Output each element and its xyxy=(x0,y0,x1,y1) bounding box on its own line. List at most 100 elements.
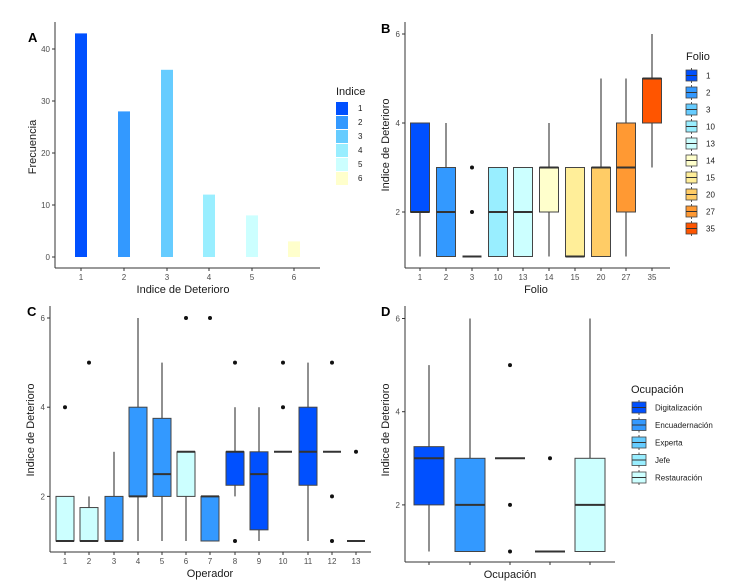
outlier-point xyxy=(233,539,237,543)
outlier-point xyxy=(208,316,212,320)
box-2 xyxy=(79,360,99,542)
legend-key xyxy=(685,221,698,236)
box-body xyxy=(152,417,172,497)
legend-label: 14 xyxy=(706,157,715,166)
box-body xyxy=(176,451,196,497)
legend-folio: Folio 1 2 3 10 13 14 15 20 27 35 xyxy=(685,51,715,236)
box-13 xyxy=(347,449,365,542)
x-tick-label: 6 xyxy=(184,557,189,566)
outlier-point xyxy=(281,405,285,410)
outlier-point xyxy=(548,456,552,461)
legend-items: Digitalización Encuadernación Experta Jefe R… xyxy=(631,400,713,485)
y-tick-label: 6 xyxy=(396,315,401,324)
x-tick-label: 27 xyxy=(622,273,631,282)
panel-tag-c: C xyxy=(27,304,37,319)
box-body xyxy=(298,406,318,486)
box-body xyxy=(565,167,585,257)
legend-key xyxy=(685,136,698,151)
outlier-point xyxy=(508,502,512,507)
outlier-point xyxy=(508,363,512,368)
outlier-point xyxy=(330,539,334,543)
box-body xyxy=(591,167,611,257)
legend-title: Folio xyxy=(686,51,710,63)
box-body xyxy=(410,122,430,213)
box-body xyxy=(642,78,662,124)
legend-label: 3 xyxy=(706,106,711,115)
legend-key xyxy=(685,170,698,185)
box-3 xyxy=(104,451,124,542)
box-20 xyxy=(591,78,611,257)
box-13 xyxy=(513,167,533,257)
boxes xyxy=(55,316,365,543)
panel-b-boxplot: B Folio Indice de Deterioro 246 1 2 3 10 13 1… xyxy=(380,21,715,296)
x-tick-label: 2 xyxy=(444,273,449,282)
x-ticks: 1 2 3 4 5 6 7 8 9 10 11 12 13 xyxy=(63,552,361,566)
y-ticks: 2 4 6 xyxy=(41,314,50,501)
outlier-point xyxy=(354,449,358,454)
legend-items: 1 2 3 10 13 14 15 20 27 35 xyxy=(685,68,715,236)
x-tick-label: 7 xyxy=(208,557,213,566)
x-tick-label: 5 xyxy=(160,557,165,566)
x-tick-label: 13 xyxy=(519,273,528,282)
y-ticks: 0 10 20 30 40 xyxy=(41,45,55,262)
legend-label: Experta xyxy=(655,439,683,448)
bar-1 xyxy=(75,33,87,258)
legend-swatch xyxy=(336,158,348,171)
y-ticks: 2 4 6 xyxy=(396,30,405,217)
legend-label: 1 xyxy=(706,72,711,81)
box-11 xyxy=(298,362,318,541)
x-tick-label: 6 xyxy=(292,273,297,282)
box-body xyxy=(225,451,245,486)
legend-indice: Indice 1 2 3 4 5 6 xyxy=(336,86,365,185)
y-axis-title: Indice de Deterioro xyxy=(380,99,392,192)
bar-5 xyxy=(246,215,258,257)
legend-label: Restauración xyxy=(655,474,702,483)
legend-label: 27 xyxy=(706,208,715,217)
y-axis-title: Indice de Deterioro xyxy=(25,384,37,477)
legend-label: 5 xyxy=(358,160,363,169)
x-axis-title: Ocupación xyxy=(484,569,537,581)
box-Restauración xyxy=(574,318,606,552)
legend-swatch xyxy=(336,144,348,157)
y-tick-label: 10 xyxy=(41,201,50,210)
y-axis-title: Indice de Deterioro xyxy=(380,384,392,477)
legend-key xyxy=(631,470,647,485)
legend-title: Ocupación xyxy=(631,384,684,396)
box-body xyxy=(55,495,75,542)
x-tick-label: 15 xyxy=(571,273,580,282)
x-tick-label: 1 xyxy=(418,273,423,282)
boxes xyxy=(410,34,662,258)
y-tick-label: 2 xyxy=(41,492,46,501)
box-5 xyxy=(152,362,172,541)
outlier-point xyxy=(330,360,334,365)
x-ticks xyxy=(428,562,591,565)
x-tick-label: 20 xyxy=(597,273,606,282)
legend-label: 15 xyxy=(706,174,715,183)
outlier-point xyxy=(508,549,512,554)
x-tick-label: 1 xyxy=(63,557,68,566)
x-tick-label: 35 xyxy=(648,273,657,282)
legend-items: 1 2 3 4 5 6 xyxy=(336,102,363,185)
bar-2 xyxy=(118,111,130,258)
box-6 xyxy=(176,316,196,541)
y-tick-label: 2 xyxy=(396,208,401,217)
y-tick-label: 30 xyxy=(41,97,50,106)
x-axis-title: Indice de Deterioro xyxy=(137,284,230,296)
legend-key xyxy=(685,85,698,100)
box-14 xyxy=(539,123,559,257)
outlier-point xyxy=(330,494,334,499)
box-10 xyxy=(274,360,292,453)
x-tick-label: 1 xyxy=(79,273,84,282)
y-tick-label: 20 xyxy=(41,149,50,158)
x-tick-label: 8 xyxy=(233,557,238,566)
legend-label: 13 xyxy=(706,140,715,149)
bar-6 xyxy=(288,241,300,257)
legend-key xyxy=(685,68,698,83)
x-axis-title: Folio xyxy=(524,284,548,296)
box-12 xyxy=(323,360,341,543)
box-27 xyxy=(616,78,636,257)
x-tick-label: 14 xyxy=(545,273,554,282)
box-9 xyxy=(249,407,269,541)
box-Jefe xyxy=(535,456,565,553)
